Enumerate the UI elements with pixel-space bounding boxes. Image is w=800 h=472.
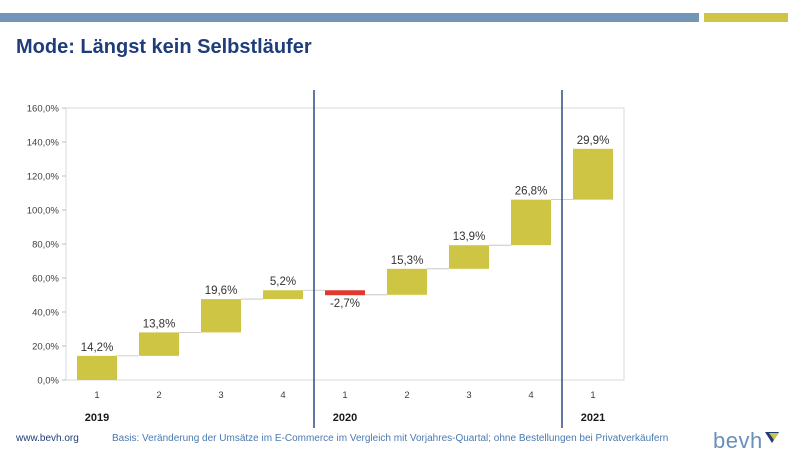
bar [387, 268, 427, 295]
data-label: -2,7% [330, 298, 360, 310]
bar [201, 299, 241, 333]
data-label: 29,9% [577, 135, 610, 147]
bar [139, 332, 179, 356]
y-tick-label: 60,0% [32, 274, 59, 285]
x-tick-label: 4 [528, 390, 533, 401]
data-label: 13,9% [453, 231, 486, 243]
data-label: 5,2% [270, 276, 296, 288]
bar [511, 199, 551, 246]
waterfall-chart: 0,0% 20,0% 40,0% 60,0% 80,0% 100,0% 120,0% 140,… [27, 90, 625, 428]
group-label: 2021 [581, 412, 605, 424]
x-tick-label: 2 [156, 390, 161, 401]
logo-text: bevh [713, 428, 763, 453]
bar [325, 290, 365, 296]
y-tick-label: 0,0% [37, 376, 59, 387]
x-tick-label: 3 [218, 390, 223, 401]
x-tick-label: 1 [94, 390, 99, 401]
header-accent-bar-blue [0, 13, 699, 22]
footer-note: Basis: Veränderung der Umsätze im E-Comm… [112, 433, 669, 444]
y-tick-label: 80,0% [32, 240, 59, 251]
group-label: 2020 [333, 412, 357, 424]
y-tick-label: 120,0% [27, 172, 60, 183]
x-tick-label: 2 [404, 390, 409, 401]
y-tick-label: 20,0% [32, 342, 59, 353]
bar [449, 245, 489, 269]
bar [573, 148, 613, 200]
y-tick-label: 40,0% [32, 308, 59, 319]
x-tick-label: 1 [342, 390, 347, 401]
data-label: 19,6% [205, 285, 238, 297]
group-label: 2019 [85, 412, 109, 424]
logo-mark-icon [764, 432, 779, 443]
y-tick-label: 160,0% [27, 104, 60, 115]
x-tick-label: 3 [466, 390, 471, 401]
header-accent-bar-yellow [704, 13, 788, 22]
y-tick-label: 140,0% [27, 138, 60, 149]
bevh-logo: bevh [713, 430, 779, 452]
bar [77, 355, 117, 380]
bar [263, 290, 303, 300]
data-label: 14,2% [81, 342, 114, 354]
x-tick-label: 1 [590, 390, 595, 401]
footer-url: www.bevh.org [16, 433, 79, 444]
x-tick-label: 4 [280, 390, 285, 401]
page-title: Mode: Längst kein Selbstläufer [16, 36, 312, 58]
data-label: 15,3% [391, 255, 424, 267]
data-label: 13,8% [143, 318, 176, 330]
y-tick-label: 100,0% [27, 206, 60, 217]
data-label: 26,8% [515, 186, 548, 198]
